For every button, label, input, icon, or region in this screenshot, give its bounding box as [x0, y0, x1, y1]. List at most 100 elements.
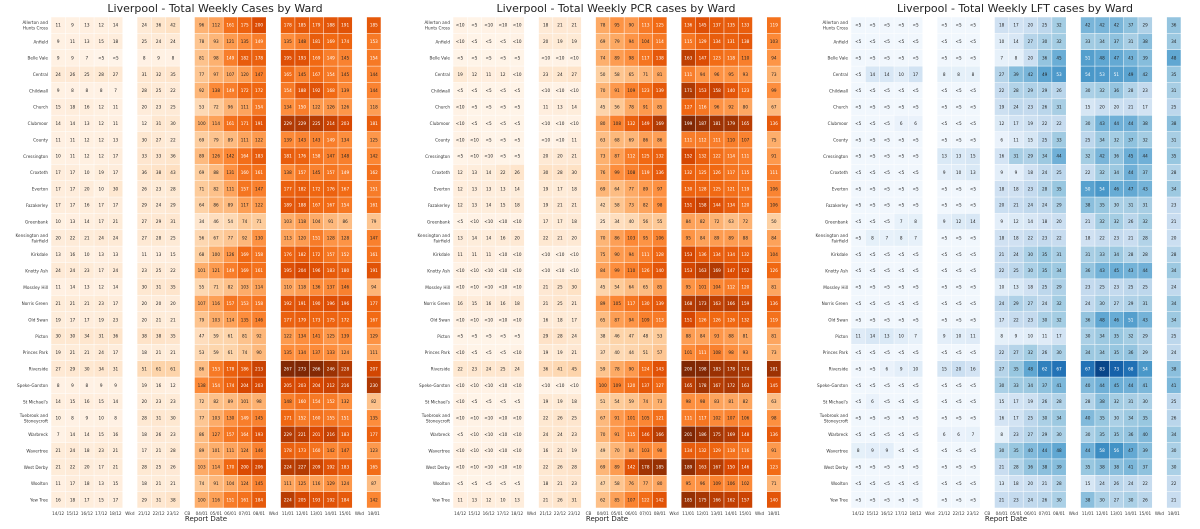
cell-value: <10 — [484, 23, 493, 28]
heatmap-cell — [496, 426, 510, 443]
cell-value: 111 — [741, 154, 749, 159]
cell-value: <5 — [941, 203, 948, 208]
cell-value: 87 — [371, 481, 377, 486]
heatmap-cell — [851, 115, 866, 132]
heatmap-cell — [252, 33, 266, 50]
cell-value: 42 — [170, 23, 176, 28]
heatmap-cell — [453, 66, 468, 83]
heatmap-cell — [879, 17, 894, 34]
cell-value: 21 — [70, 301, 76, 306]
heatmap-cell — [595, 99, 610, 115]
cell-value: <5 — [855, 285, 862, 290]
cell-value: 125 — [298, 481, 306, 486]
cell-value: <5 — [956, 235, 963, 240]
row-label: Mossley Hill — [23, 285, 48, 290]
heatmap-cell — [1123, 393, 1138, 410]
cell-value: 111 — [684, 415, 692, 420]
cell-value: <5 — [869, 366, 876, 371]
cell-value: 205 — [284, 383, 292, 388]
cell-value: 18 — [543, 23, 549, 28]
heatmap-cell — [223, 99, 238, 115]
heatmap-cell — [309, 82, 324, 99]
heatmap-cell — [966, 180, 980, 197]
cell-value: 11 — [113, 121, 119, 126]
x-tick-label: 21/12 — [138, 511, 150, 516]
heatmap-cell — [65, 17, 80, 34]
heatmap-cell — [338, 393, 353, 410]
cell-value: <5 — [471, 121, 478, 126]
cell-value: 123 — [741, 88, 749, 93]
cell-value: 13 — [99, 481, 105, 486]
row-label: Belle Vale — [429, 56, 450, 61]
heatmap-cell — [538, 295, 553, 312]
cell-value: 22 — [170, 88, 176, 93]
heatmap-cell — [1080, 17, 1095, 34]
heatmap-cell — [79, 459, 94, 476]
cell-value: 9 — [871, 448, 874, 453]
heatmap-cell — [709, 17, 724, 34]
heatmap-cell — [323, 246, 338, 263]
heatmap-cell — [94, 475, 109, 492]
heatmap-cell — [1052, 344, 1066, 361]
cell-value: 130 — [684, 186, 692, 191]
cell-value: 201 — [312, 432, 320, 437]
cell-value: 38 — [1114, 465, 1120, 470]
cell-value: 104 — [770, 252, 778, 257]
cell-value: 21 — [557, 481, 563, 486]
heatmap-cell — [237, 148, 252, 165]
cell-value: <5 — [898, 88, 905, 93]
row-label: Picton — [437, 334, 450, 339]
cell-value: 51 — [1114, 72, 1120, 77]
heatmap-cell — [481, 17, 496, 34]
heatmap-cell — [453, 213, 468, 230]
cell-value: 21 — [572, 203, 578, 208]
cell-value: <5 — [912, 383, 919, 388]
heatmap-cell — [481, 475, 496, 492]
heatmap-cell — [280, 311, 295, 328]
heatmap-cell — [1080, 99, 1095, 115]
heatmap-cell — [209, 66, 223, 83]
cell-value: 91 — [614, 88, 620, 93]
heatmap-cell — [1123, 180, 1138, 197]
heatmap-cell — [1123, 82, 1138, 99]
cell-value: 9 — [57, 39, 60, 44]
heatmap-cell — [366, 279, 381, 295]
cell-value: 11 — [457, 252, 463, 257]
heatmap-cell — [681, 82, 696, 99]
heatmap-cell — [652, 360, 667, 377]
cell-value: 147 — [327, 154, 335, 159]
cell-value: 15 — [56, 105, 62, 110]
cell-value: 31 — [156, 497, 162, 502]
heatmap-cell — [65, 344, 80, 361]
cell-value: 28 — [1013, 88, 1019, 93]
heatmap-cell — [553, 49, 567, 66]
heatmap-cell — [166, 475, 180, 492]
heatmap-cell — [453, 459, 468, 476]
cell-value: 8 — [857, 448, 860, 453]
cell-value: 117 — [642, 55, 650, 60]
cell-value: 27 — [999, 72, 1005, 77]
cell-value: <5 — [941, 481, 948, 486]
cell-value: 97 — [657, 186, 663, 191]
heatmap-cell — [851, 459, 866, 476]
heatmap-cell — [865, 230, 880, 246]
heatmap-cell — [567, 410, 582, 426]
cell-value: 34 — [1099, 39, 1105, 44]
cell-value: 36 — [543, 366, 549, 371]
row-label: Warbreck — [828, 432, 848, 437]
x-tick-label: 04/01 — [996, 511, 1008, 516]
heatmap-cell — [1023, 262, 1038, 279]
heatmap-cell — [237, 164, 252, 181]
heatmap-cell — [510, 426, 525, 443]
cell-value: 207 — [370, 366, 378, 371]
heatmap-cell — [467, 426, 482, 443]
heatmap-cell — [252, 344, 266, 361]
cell-value: 112 — [212, 23, 220, 28]
heatmap-cell — [937, 99, 952, 115]
cell-value: 34 — [1056, 268, 1062, 273]
heatmap-cell — [595, 33, 610, 50]
heatmap-cell — [295, 344, 310, 361]
heatmap-cell — [79, 49, 94, 66]
cell-value: 23 — [1114, 235, 1120, 240]
heatmap-cell — [65, 459, 80, 476]
